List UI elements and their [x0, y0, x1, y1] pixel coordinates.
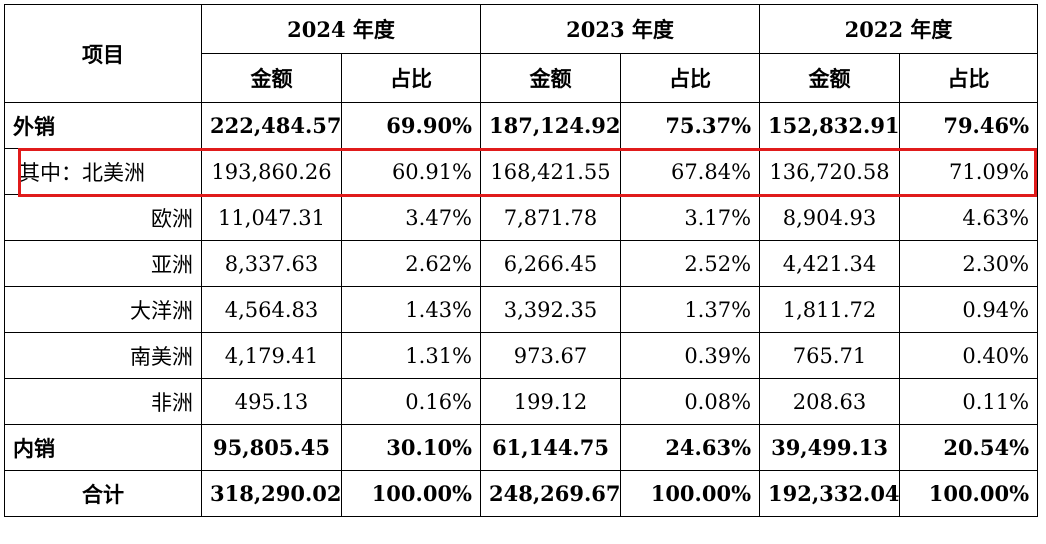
amount-cell: 192,332.04 [759, 470, 901, 517]
row-label: 南美洲 [4, 332, 202, 379]
revenue-table-container: 项目 2024 年度 2023 年度 2022 年度 金额 占比 金额 占比 金… [4, 4, 1039, 517]
amount-cell: 61,144.75 [480, 424, 622, 471]
ratio-cell: 3.47% [340, 194, 482, 241]
ratio-cell: 0.16% [340, 378, 482, 425]
amount-cell: 8,904.93 [759, 194, 901, 241]
table-row: 亚洲 8,337.63 2.62% 6,266.45 2.52% 4,421.34 2.30… [4, 240, 1039, 287]
amount-cell: 7,871.78 [480, 194, 622, 241]
amount-cell: 193,860.26 [201, 148, 342, 195]
ratio-cell: 24.63% [620, 424, 761, 471]
ratio-cell: 0.11% [899, 378, 1039, 425]
amount-cell: 1,811.72 [759, 286, 901, 333]
ratio-cell: 0.39% [620, 332, 761, 379]
header-year-2022: 2022 年度 [759, 4, 1039, 54]
amount-cell: 222,484.57 [201, 102, 342, 149]
ratio-cell: 2.30% [899, 240, 1039, 287]
amount-cell: 95,805.45 [201, 424, 342, 471]
header-amount: 金额 [759, 53, 901, 103]
amount-cell: 187,124.92 [480, 102, 622, 149]
ratio-cell: 30.10% [340, 424, 482, 471]
ratio-cell: 2.62% [340, 240, 482, 287]
amount-cell: 973.67 [480, 332, 622, 379]
ratio-cell: 0.94% [899, 286, 1039, 333]
ratio-cell: 60.91% [340, 148, 482, 195]
header-amount: 金额 [201, 53, 342, 103]
header-ratio: 占比 [899, 53, 1039, 103]
ratio-cell: 100.00% [340, 470, 482, 517]
ratio-cell: 1.37% [620, 286, 761, 333]
row-label: 外销 [4, 102, 202, 149]
amount-cell: 318,290.02 [201, 470, 342, 517]
ratio-cell: 3.17% [620, 194, 761, 241]
ratio-cell: 1.43% [340, 286, 482, 333]
amount-cell: 495.13 [201, 378, 342, 425]
amount-cell: 39,499.13 [759, 424, 901, 471]
row-label: 合计 [4, 470, 202, 517]
table-row: 南美洲 4,179.41 1.31% 973.67 0.39% 765.71 0.40% [4, 332, 1039, 379]
amount-cell: 6,266.45 [480, 240, 622, 287]
amount-cell: 11,047.31 [201, 194, 342, 241]
ratio-cell: 75.37% [620, 102, 761, 149]
ratio-cell: 100.00% [899, 470, 1039, 517]
amount-cell: 4,179.41 [201, 332, 342, 379]
row-label: 内销 [4, 424, 202, 471]
header-year-2023: 2023 年度 [480, 4, 761, 54]
regional-revenue-table: 项目 2024 年度 2023 年度 2022 年度 金额 占比 金额 占比 金… [4, 4, 1039, 517]
amount-cell: 4,564.83 [201, 286, 342, 333]
amount-cell: 248,269.67 [480, 470, 622, 517]
ratio-cell: 2.52% [620, 240, 761, 287]
table-row: 欧洲 11,047.31 3.47% 7,871.78 3.17% 8,904.93 4.6… [4, 194, 1039, 241]
amount-cell: 4,421.34 [759, 240, 901, 287]
amount-cell: 136,720.58 [759, 148, 901, 195]
row-label: 欧洲 [4, 194, 202, 241]
table-row: 其中：北美洲 193,860.26 60.91% 168,421.55 67.84% 13… [4, 148, 1039, 195]
header-item: 项目 [4, 4, 202, 103]
amount-cell: 199.12 [480, 378, 622, 425]
row-label: 非洲 [4, 378, 202, 425]
row-label: 亚洲 [4, 240, 202, 287]
ratio-cell: 0.08% [620, 378, 761, 425]
table-row: 合计 318,290.02 100.00% 248,269.67 100.00% 192,… [4, 470, 1039, 517]
amount-cell: 152,832.91 [759, 102, 901, 149]
header-ratio: 占比 [620, 53, 761, 103]
amount-cell: 765.71 [759, 332, 901, 379]
amount-cell: 8,337.63 [201, 240, 342, 287]
table-row: 内销 95,805.45 30.10% 61,144.75 24.63% 39,499.1… [4, 424, 1039, 471]
row-label: 其中：北美洲 [4, 148, 202, 195]
table-row: 非洲 495.13 0.16% 199.12 0.08% 208.63 0.11% [4, 378, 1039, 425]
ratio-cell: 69.90% [340, 102, 482, 149]
table-row: 大洋洲 4,564.83 1.43% 3,392.35 1.37% 1,811.72 0.9… [4, 286, 1039, 333]
ratio-cell: 4.63% [899, 194, 1039, 241]
amount-cell: 3,392.35 [480, 286, 622, 333]
ratio-cell: 1.31% [340, 332, 482, 379]
ratio-cell: 100.00% [620, 470, 761, 517]
table-row: 外销 222,484.57 69.90% 187,124.92 75.37% 152,83… [4, 102, 1039, 149]
amount-cell: 208.63 [759, 378, 901, 425]
header-row-years: 项目 2024 年度 2023 年度 2022 年度 [4, 4, 1039, 103]
ratio-cell: 67.84% [620, 148, 761, 195]
header-year-2024: 2024 年度 [200, 4, 482, 54]
amount-cell: 168,421.55 [480, 148, 622, 195]
header-amount: 金额 [480, 53, 622, 103]
ratio-cell: 20.54% [899, 424, 1039, 471]
ratio-cell: 79.46% [899, 102, 1039, 149]
header-ratio: 占比 [340, 53, 482, 103]
ratio-cell: 71.09% [899, 148, 1039, 195]
ratio-cell: 0.40% [899, 332, 1039, 379]
row-label: 大洋洲 [4, 286, 202, 333]
